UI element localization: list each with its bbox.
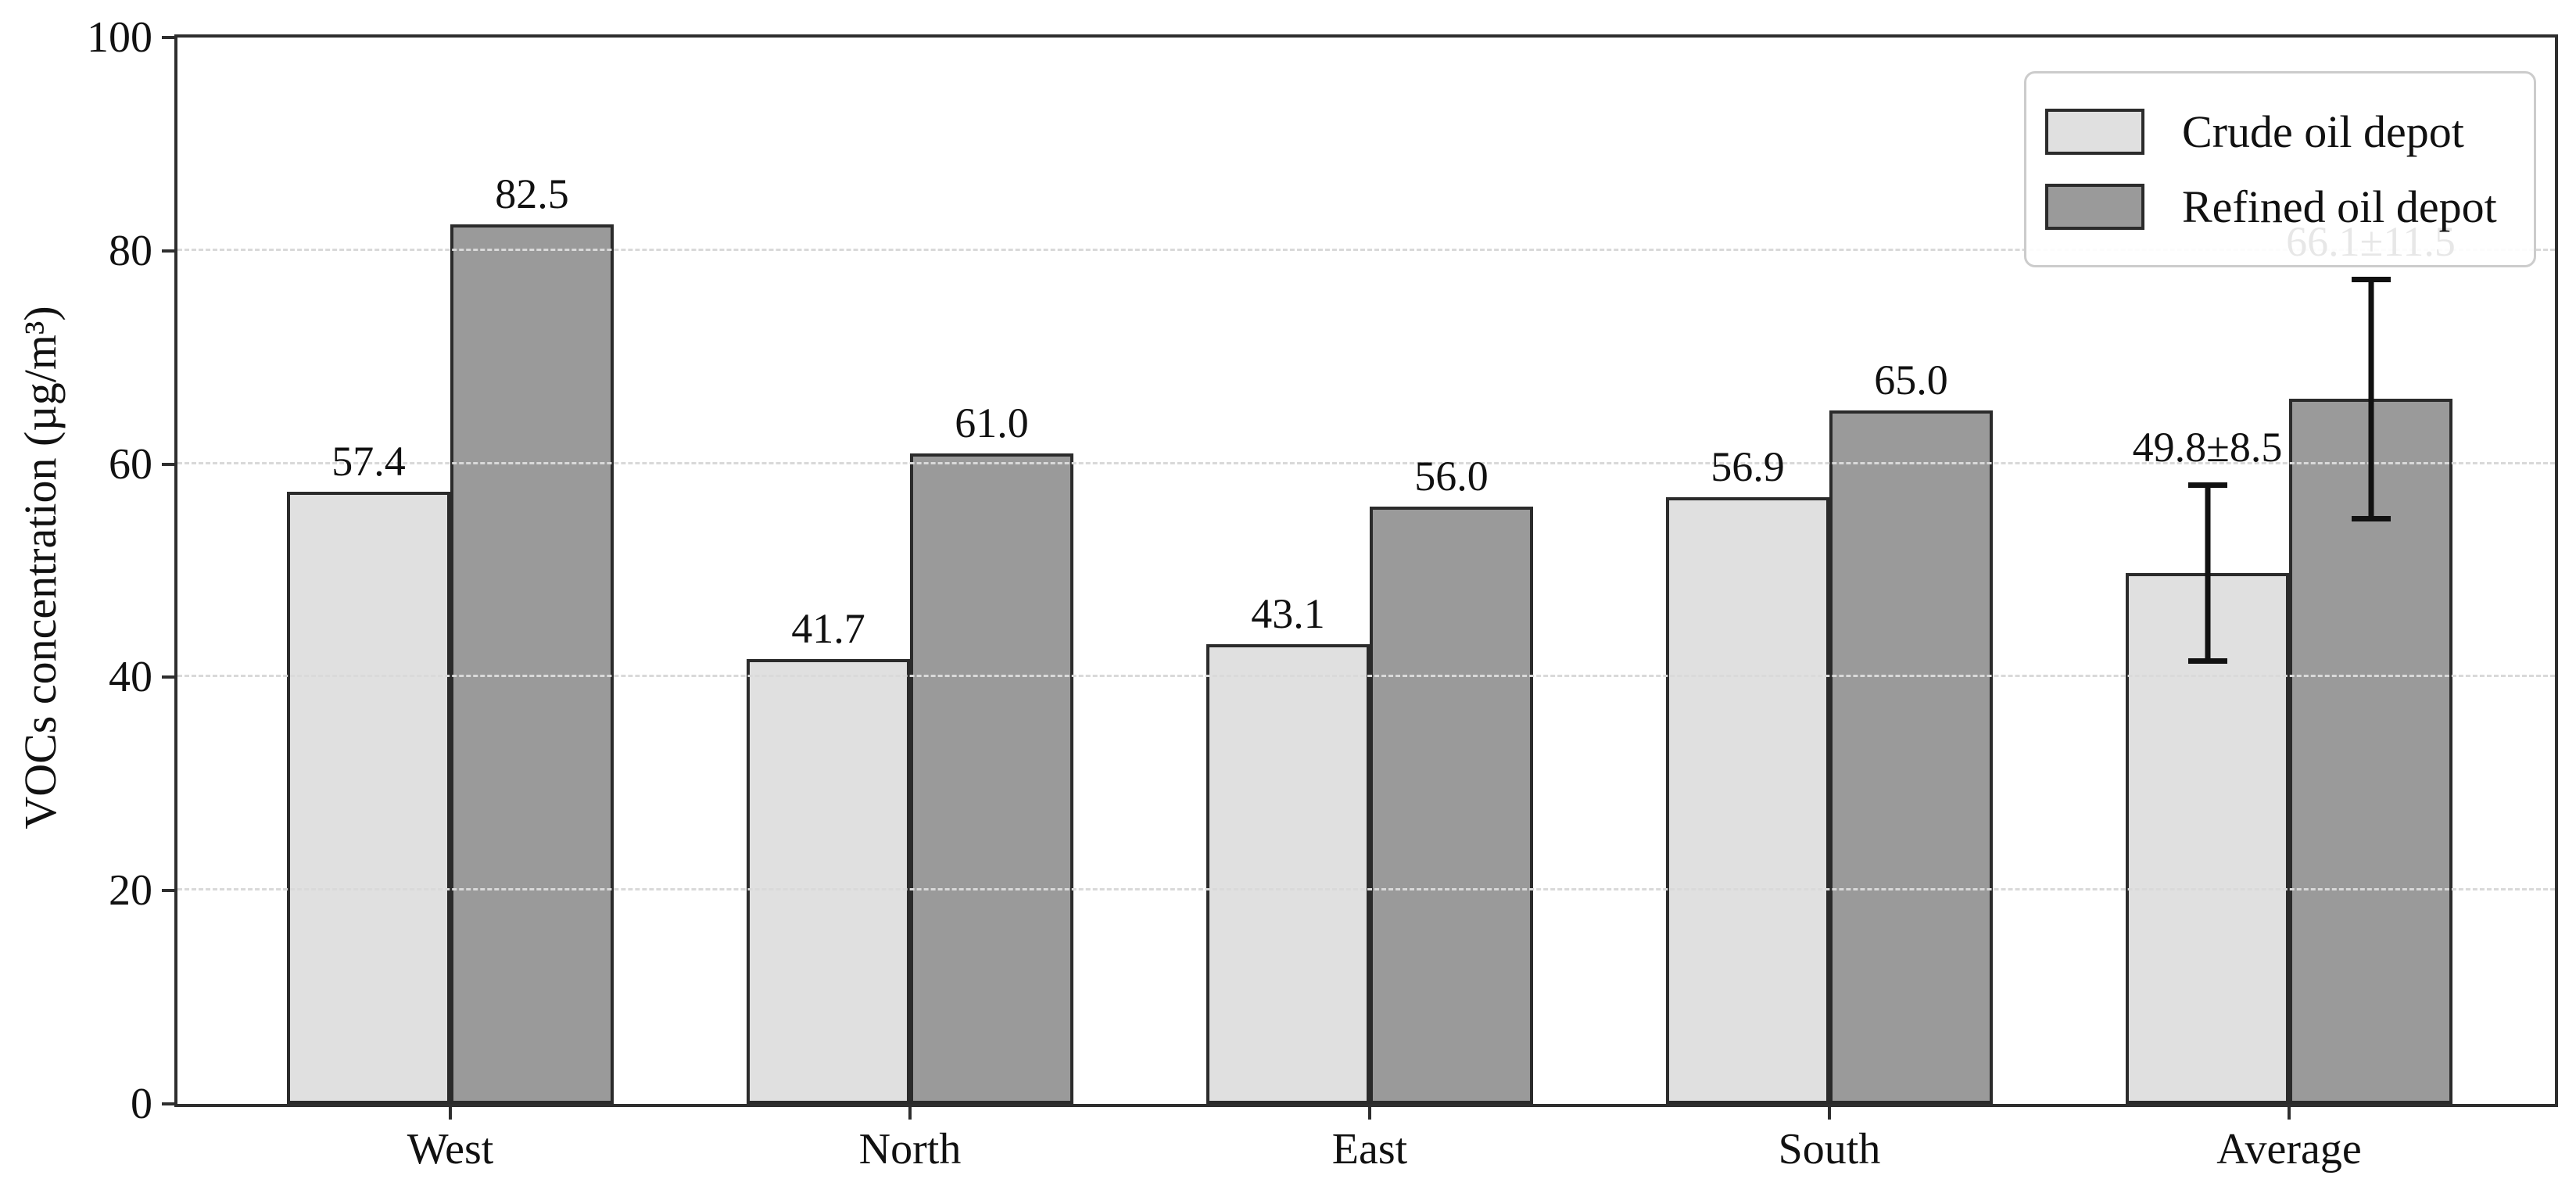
legend-item-crude-oil-depot: Crude oil depot [2045,109,2534,155]
x-tick-mark-north [908,1107,912,1120]
legend-swatch-icon [2045,184,2144,230]
x-tick-label-west: West [407,1125,494,1173]
bar-east-refined [1370,507,1533,1104]
gridline-80 [177,248,2555,251]
gridline-20 [177,888,2555,891]
y-tick-mark-80 [162,249,174,253]
legend: Crude oil depot Refined oil depot [2024,71,2536,267]
x-tick-label-average: Average [2216,1125,2362,1173]
bar-south-crude [1666,496,1829,1104]
bar-south-refined [1829,410,1993,1104]
y-tick-mark-100 [162,36,174,39]
x-tick-label-south: South [1778,1125,1881,1173]
y-tick-mark-60 [162,462,174,466]
bar-value-label-east-crude: 43.1 [1251,590,1325,638]
bar-north-crude [747,659,910,1104]
x-tick-mark-east [1368,1107,1371,1120]
bar-value-label-south-crude: 56.9 [1711,443,1785,490]
x-tick-label-east: East [1331,1125,1408,1173]
bar-value-label-north-crude: 41.7 [791,605,865,653]
x-tick-label-north: North [858,1125,962,1173]
bar-value-label-north-refined: 61.0 [955,399,1029,446]
x-tick-mark-average [2288,1107,2291,1120]
legend-item-refined-oil-depot: Refined oil depot [2045,184,2534,230]
y-tick-mark-40 [162,675,174,679]
y-tick-mark-20 [162,889,174,893]
error-bar-cap-top [2187,482,2227,488]
gridline-60 [177,461,2555,464]
y-axis-title: VOCs concentration (µg/m³) [15,306,66,829]
bar-west-crude [287,492,450,1104]
error-bar-line [2368,276,2374,522]
legend-swatch-icon [2045,109,2144,155]
x-tick-mark-south [1828,1107,1831,1120]
y-tick-label-40: 40 [109,653,152,702]
legend-label: Refined oil depot [2182,181,2497,232]
y-tick-label-60: 60 [109,439,152,489]
x-tick-mark-west [449,1107,452,1120]
y-tick-label-20: 20 [109,866,152,915]
bar-west-refined [450,224,614,1104]
error-bar-cap-bottom [2187,657,2227,664]
y-tick-label-0: 0 [131,1080,152,1128]
bar-north-refined [910,453,1073,1104]
bar-value-label-east-refined: 56.0 [1414,453,1489,500]
error-bar-average-refined [2351,276,2391,522]
bar-value-label-west-refined: 82.5 [495,170,569,217]
bar-value-label-average-crude: 49.8±8.5 [2132,423,2283,471]
error-bar-line [2205,482,2210,664]
error-bar-average-crude [2187,482,2227,664]
y-tick-mark-0 [162,1102,174,1105]
legend-label: Crude oil depot [2182,106,2464,157]
bar-value-label-west-crude: 57.4 [331,438,406,486]
bar-east-crude [1206,644,1370,1104]
gridline-40 [177,675,2555,678]
y-tick-label-80: 80 [109,226,152,275]
error-bar-cap-bottom [2351,516,2391,522]
bar-value-label-south-refined: 65.0 [1874,357,1948,404]
y-tick-label-100: 100 [87,13,152,62]
error-bar-cap-top [2351,276,2391,282]
